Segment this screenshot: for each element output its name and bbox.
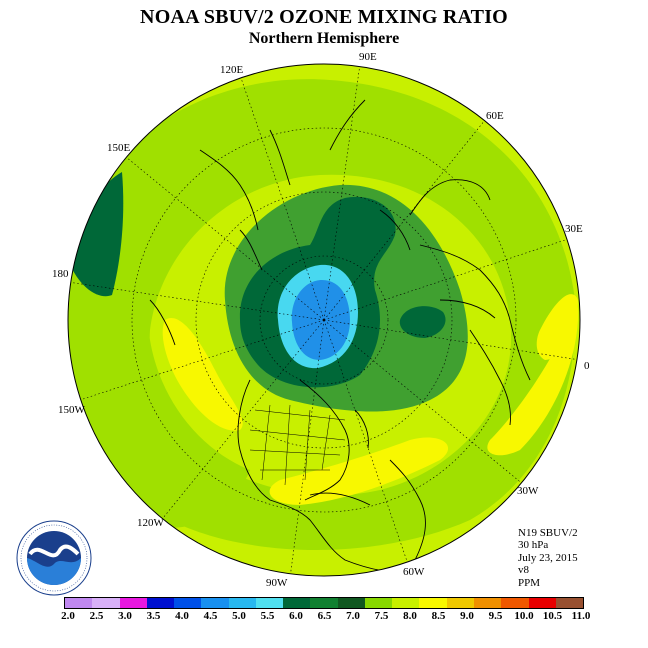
lon-label-30w: 30W bbox=[517, 485, 539, 497]
colorbar-segment bbox=[255, 598, 284, 608]
colorbar bbox=[64, 597, 584, 609]
version-label: v8 bbox=[518, 564, 529, 577]
lon-label-150w: 150W bbox=[58, 404, 85, 416]
lon-label-120e: 120E bbox=[220, 64, 244, 76]
colorbar-tick-label: 8.0 bbox=[403, 610, 417, 622]
lon-label-120w: 120W bbox=[137, 517, 164, 529]
colorbar-segment bbox=[119, 598, 147, 608]
chart-subtitle: Northern Hemisphere bbox=[248, 30, 400, 47]
lon-label-60e: 60E bbox=[486, 110, 504, 122]
colorbar-segment bbox=[65, 598, 93, 608]
instrument-label: N19 SBUV/2 bbox=[518, 527, 578, 539]
colorbar-tick-label: 5.5 bbox=[260, 610, 275, 622]
colorbar-tick-label: 7.0 bbox=[346, 610, 360, 622]
chart-title: NOAA SBUV/2 OZONE MIXING RATIO bbox=[140, 6, 508, 28]
colorbar-tick-label: 6.5 bbox=[317, 610, 332, 622]
colorbar-tick-label: 9.0 bbox=[460, 610, 474, 622]
colorbar-tick-label: 10.5 bbox=[542, 610, 563, 622]
lon-label-90e: 90E bbox=[359, 51, 377, 63]
lon-label-90w: 90W bbox=[266, 577, 288, 589]
pressure-label: 30 hPa bbox=[518, 539, 549, 552]
colorbar-tick-label: 11.0 bbox=[571, 610, 591, 622]
field-blue bbox=[291, 280, 350, 360]
colorbar-tick-label: 9.5 bbox=[488, 610, 503, 622]
field-darkgreen-ne bbox=[399, 306, 446, 338]
coastlines bbox=[149, 99, 531, 573]
colorbar-ticks: 2.0 2.5 3.0 3.5 4.0 4.5 5.0 5.5 6.0 6.5 7.0 7.5 8.0 8… bbox=[0, 610, 648, 624]
map-disk bbox=[68, 64, 580, 576]
colorbar-segment bbox=[555, 598, 584, 608]
units-label: PPM bbox=[518, 576, 541, 589]
colorbar-tick-label: 8.5 bbox=[431, 610, 446, 622]
colorbar-segment bbox=[201, 598, 229, 608]
field-yellow-east2 bbox=[536, 294, 578, 360]
colorbar-segment bbox=[473, 598, 502, 608]
colorbar-tick-label: 4.0 bbox=[175, 610, 189, 622]
colorbar-segment bbox=[364, 598, 393, 608]
plot-info: N19 SBUV/2 30 hPa July 23, 2015 v8 PPM bbox=[518, 527, 578, 589]
us-state-borders bbox=[249, 404, 346, 486]
colorbar-tick-label: 6.0 bbox=[289, 610, 303, 622]
lon-label-30e: 30E bbox=[565, 223, 583, 235]
colorbar-tick-label: 4.5 bbox=[203, 610, 218, 622]
field-yellow-left bbox=[162, 318, 243, 431]
colorbar-tick-label: 7.5 bbox=[374, 610, 389, 622]
colorbar-tick-label: 2.0 bbox=[61, 610, 75, 622]
latitude-circles bbox=[131, 127, 517, 513]
colorbar-segment bbox=[446, 598, 474, 608]
colorbar-segment bbox=[174, 598, 202, 608]
field-band-left bbox=[68, 248, 250, 528]
lon-label-60w: 60W bbox=[403, 566, 425, 578]
field-ring-7p5 bbox=[68, 79, 576, 550]
colorbar-tick-label: 5.0 bbox=[232, 610, 246, 622]
colorbar-tick-label: 2.5 bbox=[89, 610, 104, 622]
lon-label-150e: 150E bbox=[107, 142, 131, 154]
colorbar-segment bbox=[392, 598, 420, 608]
date-label: July 23, 2015 bbox=[518, 551, 578, 564]
colorbar-segment bbox=[501, 598, 529, 608]
colorbar-segment bbox=[283, 598, 311, 608]
lon-label-0: 0 bbox=[584, 360, 590, 372]
colorbar-tick-label: 3.5 bbox=[146, 610, 161, 622]
colorbar-segment bbox=[419, 598, 447, 608]
noaa-logo bbox=[16, 520, 92, 596]
colorbar-segment bbox=[228, 598, 256, 608]
colorbar-segment bbox=[92, 598, 120, 608]
map-border bbox=[67, 63, 581, 577]
field-yellow-south bbox=[269, 437, 449, 505]
colorbar-segment bbox=[146, 598, 175, 608]
lon-label-180: 180 bbox=[52, 268, 69, 280]
colorbar-segment bbox=[337, 598, 365, 608]
colorbar-tick-label: 3.0 bbox=[118, 610, 132, 622]
meridians bbox=[68, 64, 580, 576]
colorbar-segment bbox=[310, 598, 338, 608]
field-darkgreen-west bbox=[68, 172, 124, 297]
colorbar-segment bbox=[528, 598, 556, 608]
colorbar-tick-label: 10.0 bbox=[514, 610, 534, 622]
